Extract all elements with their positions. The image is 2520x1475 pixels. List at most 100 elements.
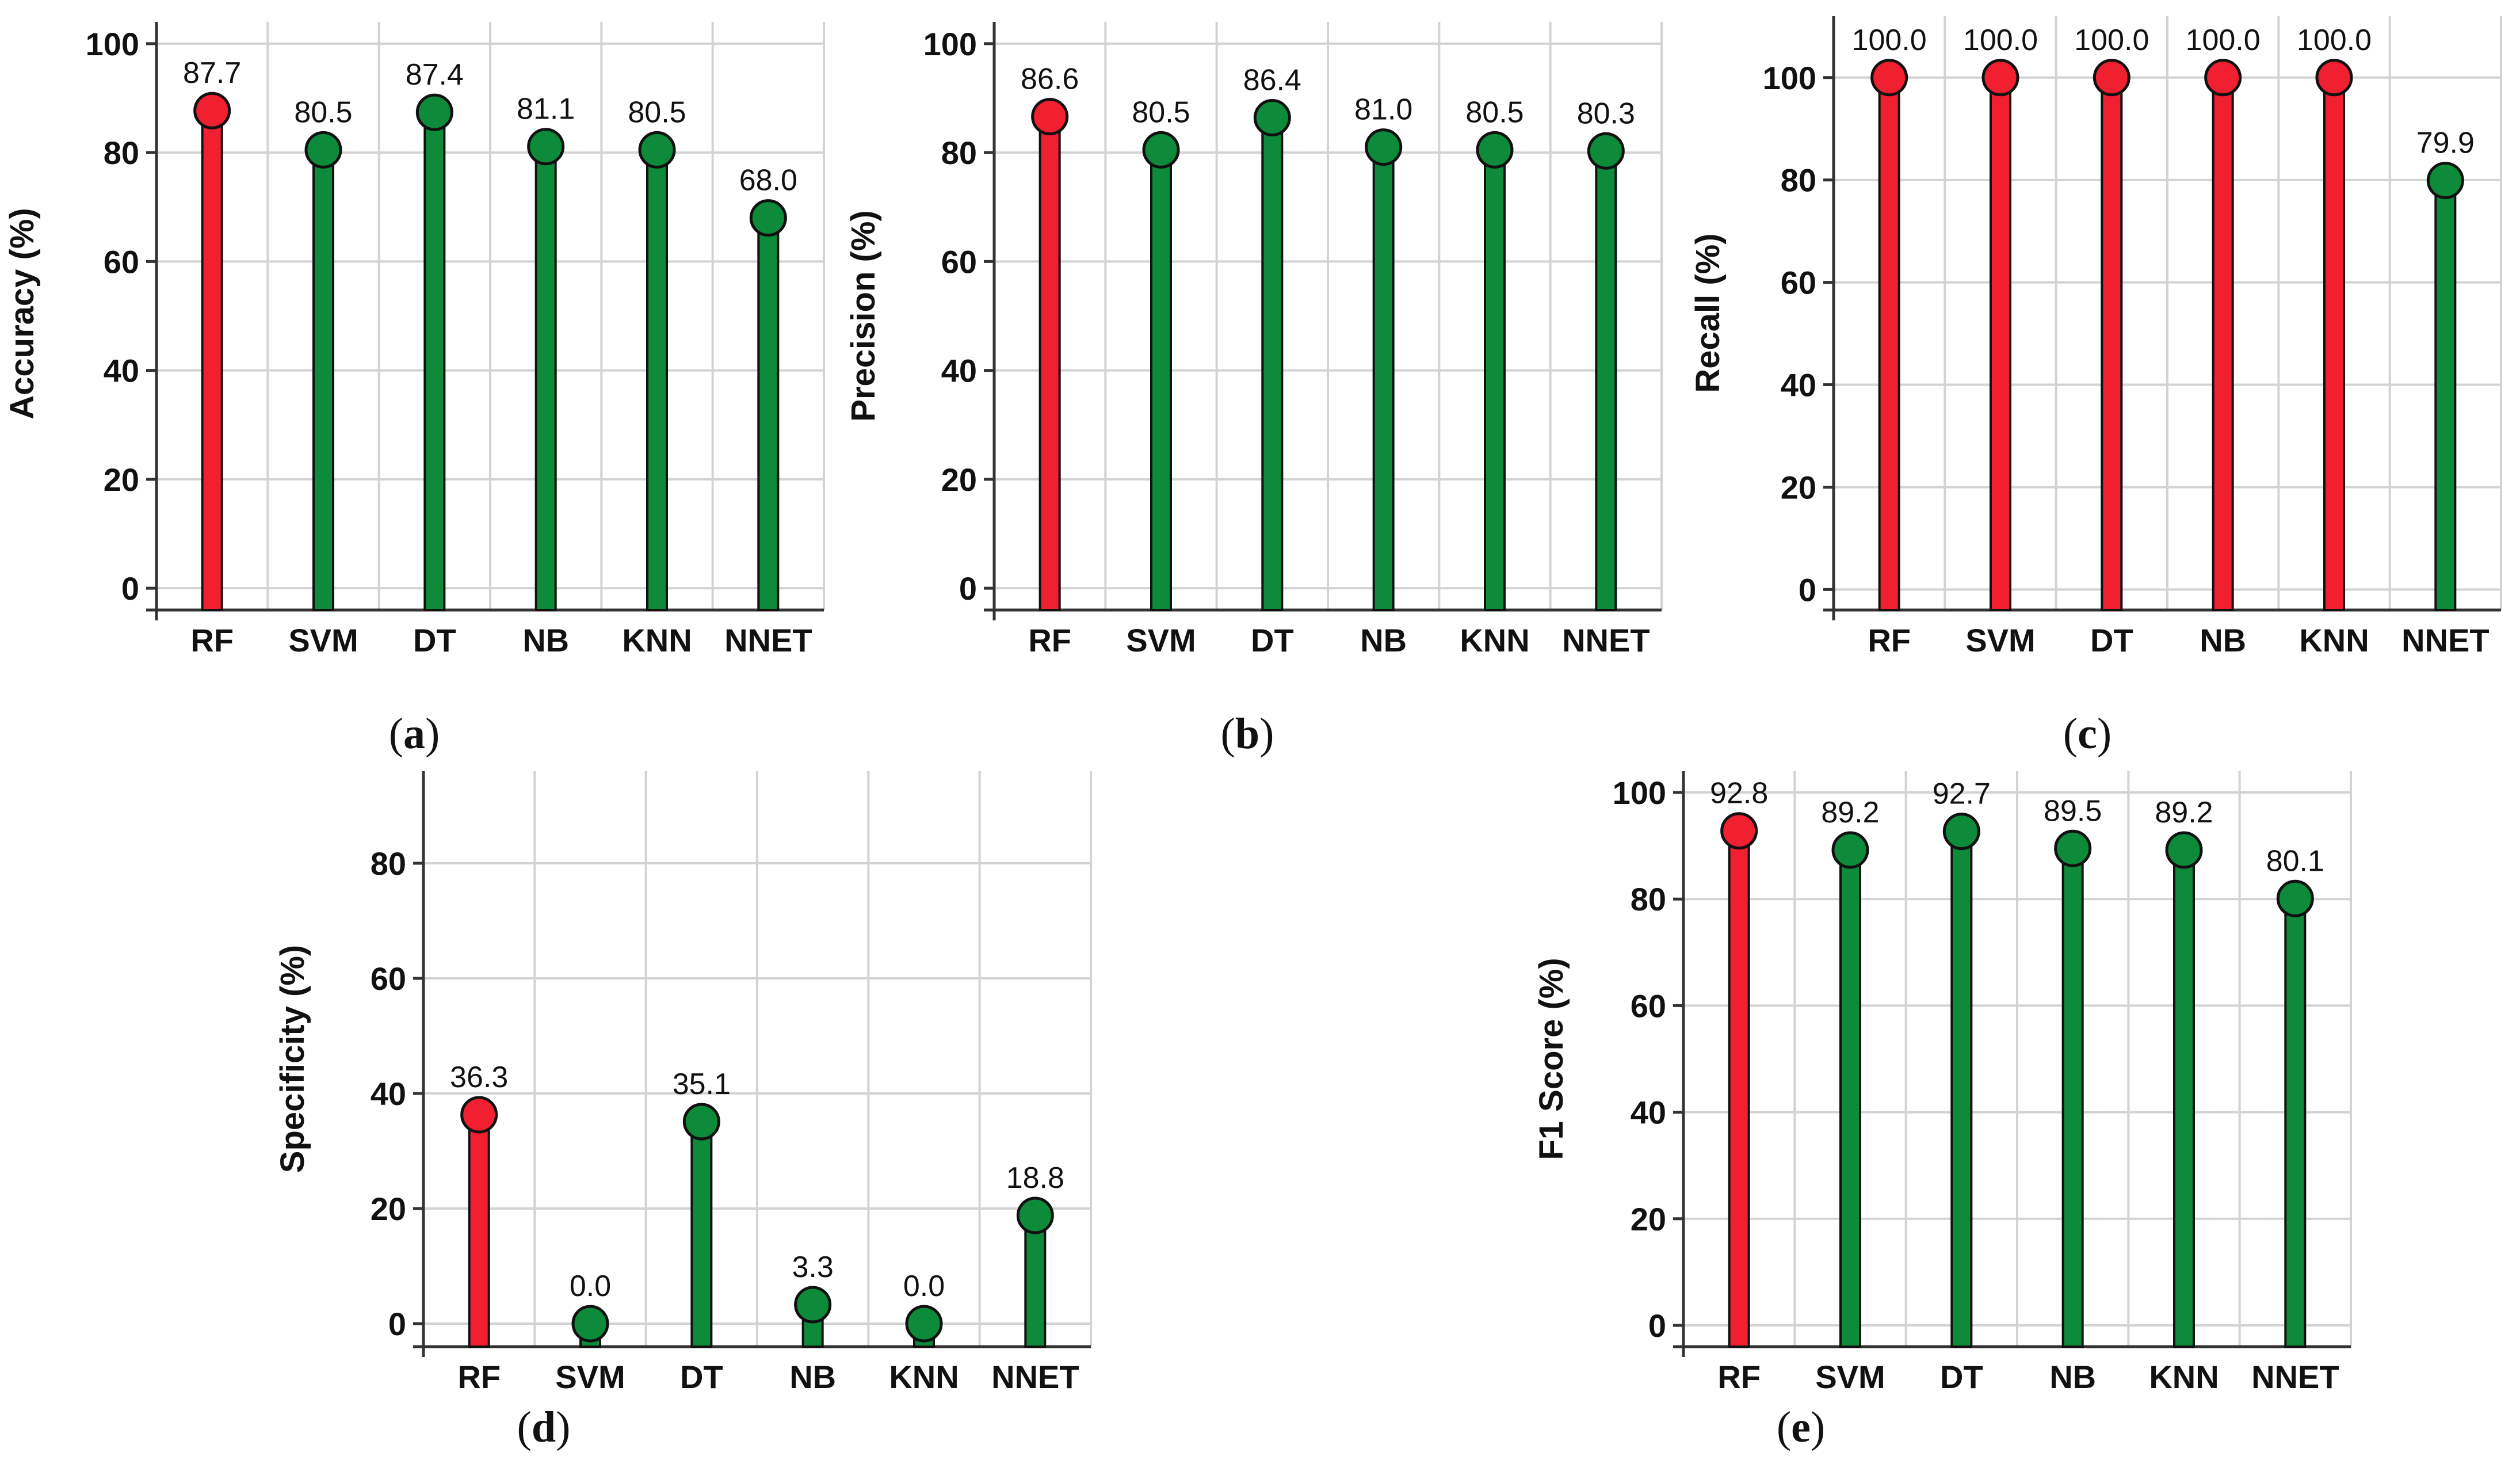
value-label-svm: 80.5 — [294, 96, 352, 129]
panel-caption: (e) — [1777, 1403, 1825, 1451]
value-label-nb: 89.5 — [2044, 794, 2102, 828]
value-label-dt: 86.4 — [1243, 64, 1301, 97]
lollipop-stick-svm — [1150, 148, 1172, 611]
y-axis-label: Recall (%) — [1689, 233, 1727, 392]
lollipop-point-knn — [905, 1305, 943, 1343]
lollipop-stick-svm — [312, 148, 334, 611]
lollipop-stick-nnet — [1024, 1214, 1047, 1348]
lollipop-point-svm — [1981, 59, 2019, 97]
x-tick-label-nnet: NNET — [2401, 622, 2489, 658]
lollipop-point-svm — [571, 1305, 609, 1343]
value-label-nnet: 68.0 — [739, 164, 797, 197]
lollipop-point-rf — [1870, 59, 1908, 97]
lollipop-point-knn — [638, 131, 676, 169]
x-tick-label-nb: NB — [789, 1359, 836, 1395]
value-label-svm: 0.0 — [570, 1270, 611, 1303]
y-tick-label: 100 — [86, 26, 139, 62]
x-tick-label-rf: RF — [457, 1359, 501, 1395]
value-label-rf: 100.0 — [1852, 24, 1927, 57]
lollipop-stick-rf — [1728, 829, 1750, 1348]
x-tick-label-svm: SVM — [1965, 622, 2035, 658]
lollipop-point-nnet — [2426, 162, 2464, 200]
value-label-nnet: 79.9 — [2416, 127, 2475, 160]
value-label-knn: 80.5 — [628, 96, 686, 129]
lollipop-point-rf — [193, 92, 231, 129]
y-tick-label: 20 — [104, 462, 139, 498]
lollipop-point-rf — [1720, 812, 1758, 850]
lollipop-stick-nb — [534, 145, 557, 612]
y-tick-label: 80 — [1781, 162, 1816, 199]
x-tick-label-dt: DT — [413, 622, 456, 658]
lollipop-stick-rf — [201, 109, 223, 612]
y-tick-label: 20 — [371, 1191, 406, 1227]
x-tick-label-nb: NB — [2200, 622, 2246, 658]
panel-caption: (d) — [517, 1403, 571, 1451]
value-label-rf: 86.6 — [1021, 63, 1079, 96]
value-label-svm: 89.2 — [1821, 796, 1879, 829]
x-tick-label-nnet: NNET — [724, 622, 812, 658]
value-label-rf: 92.8 — [1710, 777, 1768, 810]
value-label-knn: 89.2 — [2155, 796, 2213, 829]
value-label-nb: 81.0 — [1354, 93, 1412, 127]
lollipop-stick-nnet — [2284, 897, 2307, 1348]
value-label-dt: 92.7 — [1933, 777, 1991, 811]
lollipop-point-svm — [1831, 831, 1869, 869]
lollipop-point-nb — [2054, 829, 2092, 867]
y-tick-label: 40 — [371, 1076, 406, 1112]
y-tick-label: 40 — [941, 353, 977, 389]
lollipop-point-nb — [527, 128, 565, 166]
y-tick-label: 80 — [104, 135, 139, 171]
lollipop-point-rf — [460, 1096, 498, 1134]
lollipop-stick-dt — [1261, 116, 1284, 611]
value-label-dt: 87.4 — [406, 58, 464, 92]
x-tick-label-dt: DT — [2090, 622, 2133, 658]
y-tick-label: 100 — [1613, 775, 1666, 811]
x-tick-label-rf: RF — [1717, 1359, 1761, 1395]
y-tick-label: 80 — [1631, 881, 1666, 917]
x-tick-label-nb: NB — [522, 622, 569, 658]
panel-b: 0 20 40 60 80 100 RF SVM DT NB KNN NNET 86.6 80.5 86.4… — [845, 22, 1663, 758]
lollipop-point-svm — [1142, 131, 1180, 169]
lollipop-point-nnet — [749, 199, 787, 237]
y-tick-label: 0 — [1799, 571, 1816, 608]
y-tick-label: 60 — [1781, 265, 1816, 301]
lollipop-point-rf — [1031, 98, 1069, 136]
y-tick-label: 60 — [371, 961, 406, 997]
y-tick-label: 20 — [1631, 1201, 1666, 1237]
panel-d: 0 20 40 60 80 RF SVM DT NB KNN NNET 36.3 0.0 35.1 3.3 0… — [274, 771, 1092, 1451]
y-tick-label: 0 — [388, 1306, 406, 1342]
lollipop-stick-nb — [2061, 847, 2084, 1348]
lollipop-stick-knn — [646, 148, 668, 611]
panel-c: 0 20 40 60 80 100 RF SVM DT NB KNN NNET 100.0 100.0 10… — [1689, 16, 2502, 758]
value-label-nnet: 80.3 — [1577, 97, 1635, 130]
lollipop-point-dt — [415, 93, 453, 131]
x-tick-label-nnet: NNET — [1562, 622, 1650, 658]
x-tick-label-knn: KNN — [622, 622, 692, 658]
value-label-nnet: 18.8 — [1006, 1161, 1064, 1195]
value-label-knn: 100.0 — [2297, 24, 2372, 57]
y-tick-label: 20 — [941, 462, 977, 498]
panel-a: 0 20 40 60 80 100 RF SVM DT NB KNN NNET 87.7 80.5 87.4… — [3, 22, 825, 758]
lollipop-point-dt — [1253, 99, 1291, 137]
y-axis-label: Accuracy (%) — [3, 208, 41, 419]
lollipop-point-knn — [1476, 131, 1514, 169]
value-label-knn: 80.5 — [1465, 96, 1524, 129]
x-tick-label-rf: RF — [190, 622, 234, 658]
y-tick-label: 100 — [1763, 60, 1816, 96]
lollipop-stick-nnet — [2434, 179, 2457, 612]
lollipop-stick-nnet — [1595, 150, 1617, 611]
y-tick-label: 0 — [959, 570, 977, 607]
lollipop-point-dt — [682, 1103, 720, 1141]
value-label-nb: 100.0 — [2186, 24, 2261, 57]
lollipop-point-nb — [2204, 59, 2242, 97]
lollipop-stick-rf — [468, 1114, 490, 1348]
lollipop-stick-knn — [1484, 148, 1506, 611]
panel-caption: (b) — [1221, 710, 1274, 758]
lollipop-point-knn — [2315, 59, 2353, 97]
x-tick-label-nb: NB — [1360, 622, 1407, 658]
value-label-nb: 3.3 — [792, 1251, 834, 1284]
x-tick-label-knn: KNN — [2299, 622, 2369, 658]
x-tick-label-dt: DT — [1251, 622, 1294, 658]
lollipop-point-nnet — [2276, 879, 2314, 917]
x-tick-label-dt: DT — [680, 1359, 723, 1395]
